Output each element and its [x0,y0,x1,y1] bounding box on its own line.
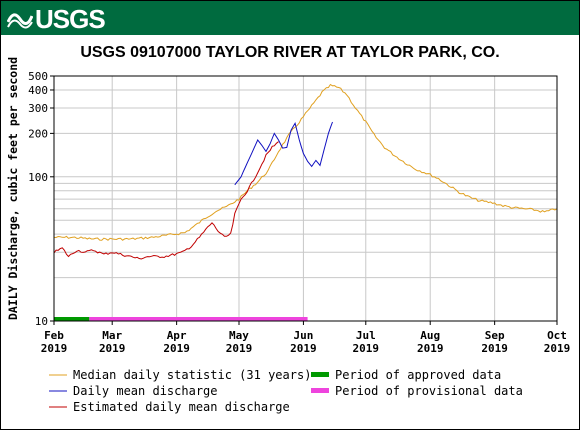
legend-label: Estimated daily mean discharge [73,400,290,414]
series-lines [53,83,558,260]
legend: Median daily statistic (31 years) Daily m… [49,368,523,414]
x-tick-month-label: Jun [293,329,313,342]
x-tick-month-label: Aug [420,329,440,342]
series-line [234,121,333,186]
x-tick-year-label: 2019 [481,342,508,355]
period-bar [89,317,308,321]
legend-label: Median daily statistic (31 years) [73,368,311,382]
series-line [53,141,279,260]
legend-swatch-bar [311,388,329,393]
x-axis-ticks: Feb2019Mar2019Apr2019May2019Jun2019Jul20… [41,321,571,355]
usgs-banner: USGS [1,1,579,35]
y-tick-label: 500 [28,70,48,83]
x-tick-year-label: 2019 [353,342,380,355]
x-tick-month-label: Mar [102,329,122,342]
usgs-logo-wave-icon [7,13,33,29]
plot-area-border [53,75,558,322]
chart-title: USGS 09107000 TAYLOR RIVER AT TAYLOR PAR… [80,44,500,61]
legend-label: Period of provisional data [335,384,523,398]
legend-label: Daily mean discharge [73,384,218,398]
x-tick-year-label: 2019 [99,342,126,355]
x-tick-year-label: 2019 [41,342,68,355]
x-tick-year-label: 2019 [417,342,444,355]
y-tick-label: 400 [28,84,48,97]
y-tick-label: 10 [35,315,48,328]
x-tick-month-label: Sep [485,329,505,342]
usgs-logo-text: USGS [35,4,106,34]
legend-swatch-bar [311,372,329,377]
x-tick-month-label: Feb [44,329,64,342]
period-bars [54,317,308,321]
grid-lines [53,76,558,321]
y-axis-label: DAILY Discharge, cubic feet per second [6,57,20,320]
legend-label: Period of approved data [335,368,501,382]
y-tick-label: 300 [28,102,48,115]
x-tick-year-label: 2019 [163,342,190,355]
x-tick-month-label: Apr [167,329,187,342]
series-line [53,83,558,241]
x-tick-month-label: Oct [547,329,567,342]
period-bar [54,317,90,321]
x-tick-year-label: 2019 [290,342,317,355]
x-tick-year-label: 2019 [544,342,571,355]
x-tick-month-label: May [229,329,249,342]
y-tick-label: 100 [28,171,48,184]
y-tick-label: 200 [28,127,48,140]
x-tick-month-label: Jul [356,329,376,342]
x-tick-year-label: 2019 [226,342,253,355]
